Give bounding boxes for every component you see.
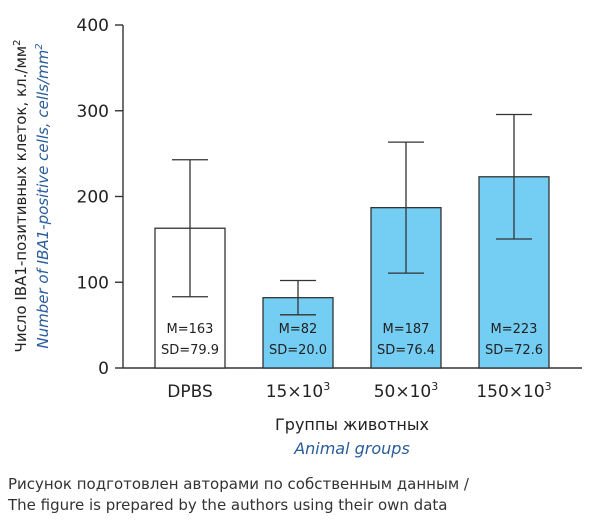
bar-mean-label: M=223 xyxy=(491,322,538,337)
caption-line-1: Рисунок подготовлен авторами по собствен… xyxy=(8,475,469,493)
figure-caption: Рисунок подготовлен авторами по собствен… xyxy=(8,474,469,516)
x-tick-label-superscript: 3 xyxy=(545,380,552,393)
bar-sd-label: SD=76.4 xyxy=(377,343,435,358)
x-tick-labels: DPBS 15×103 50×103 150×103 xyxy=(167,380,551,402)
y-tick-label: 100 xyxy=(77,273,109,293)
x-tick-label: 150×103 xyxy=(476,380,551,402)
x-tick-label-superscript: 3 xyxy=(323,380,330,393)
axes: 0 100 200 300 400 Число IBA1-позитивных клето… xyxy=(12,16,582,379)
bar-mean-label: M=163 xyxy=(167,322,214,337)
y-tick-label: 300 xyxy=(77,102,109,122)
bar-mean-label: M=187 xyxy=(383,322,430,337)
x-tick-label: DPBS xyxy=(167,382,213,402)
x-tick-label-superscript: 3 xyxy=(431,380,438,393)
y-tick-label: 0 xyxy=(98,359,109,379)
bar-chart: 0 100 200 300 400 Число IBA1-позитивных клето… xyxy=(12,16,582,458)
axis-titles: Группы животных Animal groups xyxy=(275,415,429,458)
x-axis-title-ru: Группы животных xyxy=(275,415,429,434)
bars: M=163 SD=79.9 M=82 SD=20.0 M=187 SD=76.4 M=223… xyxy=(154,113,550,369)
bar-sd-label: SD=20.0 xyxy=(269,343,327,358)
x-tick-label: 15×103 xyxy=(266,380,331,402)
y-tick-label: 400 xyxy=(77,16,109,36)
y-tick-label: 200 xyxy=(77,188,109,208)
caption-line-2: The figure is prepared by the authors us… xyxy=(8,496,448,514)
bar-sd-label: SD=79.9 xyxy=(161,343,219,358)
bar-sd-label: SD=72.6 xyxy=(485,343,543,358)
x-tick-label: 50×103 xyxy=(374,380,439,402)
x-axis-title-en: Animal groups xyxy=(293,439,410,458)
bar-mean-label: M=82 xyxy=(279,322,318,337)
y-axis-title-ru-superscript: 2 xyxy=(12,40,23,46)
y-axis-title-ru: Число IBA1-позитивных клеток, кл./мм2 xyxy=(12,40,30,353)
y-axis-title-en: Number of IBA1-positive cells, cells/mm2 xyxy=(34,43,52,348)
y-axis-title-en-superscript: 2 xyxy=(34,43,45,49)
